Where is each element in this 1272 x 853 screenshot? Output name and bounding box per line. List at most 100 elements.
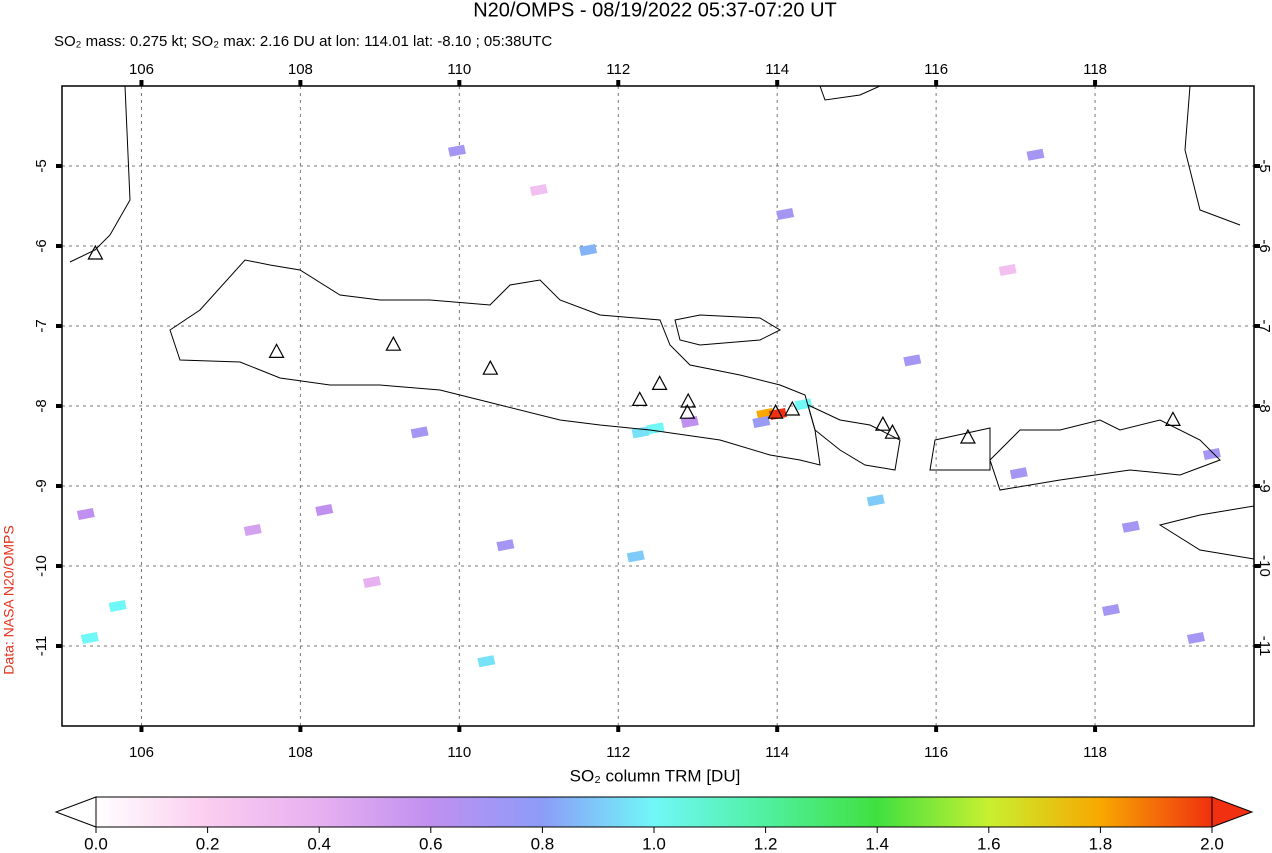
volcano-marker [680,392,697,408]
x-tick-label: 112 [606,744,630,761]
so2-pixel [362,576,381,588]
so2-pixel [477,655,496,668]
credit: Data: NASA N20/OMPS [1,525,17,674]
x-tick-label: 112 [606,61,630,78]
x-tick-label: 108 [288,61,313,78]
volcano-marker [651,375,668,390]
subtitle: SO₂ mass: 0.275 kt; SO₂ max: 2.16 DU at … [54,33,552,50]
so2-pixel [866,494,885,507]
so2-pixel [1009,467,1028,480]
so2-pixel [1026,148,1045,161]
title: N20/OMPS - 08/19/2022 05:37-07:20 UT [473,0,837,21]
volcano-marker [874,415,891,431]
colorbar-tick-label: 1.4 [865,834,889,853]
colorbar-tick-label: 1.8 [1089,834,1113,853]
volcano-marker [631,391,648,406]
x-tick-label: 110 [447,744,471,761]
colorbar-tick-label: 2.0 [1200,834,1224,853]
y-tick-label: -11 [33,636,50,657]
volcano-marker [884,423,901,439]
grid-layer [62,86,1254,726]
so2-pixel [410,426,429,439]
y-tick-label: -7 [1256,319,1272,332]
coastline [169,259,821,466]
x-tick-label: 118 [1083,61,1107,78]
coastline [929,427,991,471]
colorbar-tick-label: 1.6 [977,834,1001,853]
coastline [1184,86,1241,226]
colorbar-bar [95,796,1213,828]
x-tick-label: 106 [129,61,154,78]
y-tick-label: -10 [33,555,50,577]
y-tick-label: -6 [33,239,50,252]
so2-pixel [794,398,813,411]
so2-pixel [1101,604,1120,616]
so2-pixel [108,600,127,612]
so2-pixel [315,504,334,516]
x-tick-label: 108 [288,744,313,761]
y-tick-label: -10 [1256,555,1272,577]
colorbar-tick-label: 0.8 [531,834,555,853]
coastline [989,419,1221,491]
volcano-marker [767,403,784,419]
colorbar [54,796,1254,828]
so2-pixel [776,208,795,220]
colorbar-tick-label: 0.6 [419,834,443,853]
coastline [819,86,881,101]
coastline [674,314,782,346]
x-tick-label: 116 [924,744,948,761]
x-tick-label: 114 [765,61,789,78]
coastline [807,404,901,471]
y-tick-label: -11 [1256,636,1272,657]
y-tick-label: -7 [33,319,50,332]
so2-pixel [680,416,699,428]
so2-pixel [998,264,1017,276]
y-tick-label: -5 [1256,159,1272,172]
so2-pixel [496,539,515,552]
x-tick-label: 116 [924,61,948,78]
colorbar-label: SO₂ column TRM [DU] [570,766,741,785]
y-tick-label: -6 [1256,239,1272,252]
so2-pixel [903,354,922,367]
so2-pixel [626,550,645,563]
coastlines [69,86,1254,560]
so2-pixel [80,632,99,644]
colorbar-high-arrow [1211,796,1254,828]
so2-pixel [752,416,771,428]
so2-pixel [529,184,548,196]
volcano-marker [385,335,402,351]
coastline [69,86,131,263]
coastline [1158,505,1254,560]
volcano-marker [784,400,801,416]
so2-pixel [579,244,598,256]
so2-pixel [646,422,665,435]
y-tick-label: -9 [1256,479,1272,492]
colorbar-tick-label: 1.0 [642,834,666,853]
volcano-marker [268,343,285,358]
volcano-marker [679,403,696,419]
so2-pixel [243,524,262,536]
y-tick-label: -5 [33,159,50,172]
volcano-marker [87,244,104,260]
volcano-marker [959,428,976,444]
x-tick-label: 106 [129,744,154,761]
volcano-marker [482,359,499,375]
colorbar-tick-label: 0.2 [196,834,220,853]
y-tick-label: -9 [33,479,50,492]
volcano-layer [87,244,1181,444]
colorbar-tick-label: 0.0 [84,834,108,853]
colorbar-low-arrow [54,796,97,828]
so2-pixel [447,144,466,157]
x-tick-label: 110 [447,61,471,78]
colorbar-tick-label: 0.4 [307,834,331,853]
so2-pixel [1186,632,1205,644]
x-tick-label: 114 [765,744,789,761]
x-tick-label: 118 [1083,744,1107,761]
y-tick-label: -8 [1256,399,1272,412]
y-tick-label: -8 [33,399,50,412]
volcano-marker [1164,411,1181,426]
so2-pixel [76,508,95,520]
colorbar-tick-label: 1.2 [754,834,778,853]
so2-pixel [1121,520,1140,533]
